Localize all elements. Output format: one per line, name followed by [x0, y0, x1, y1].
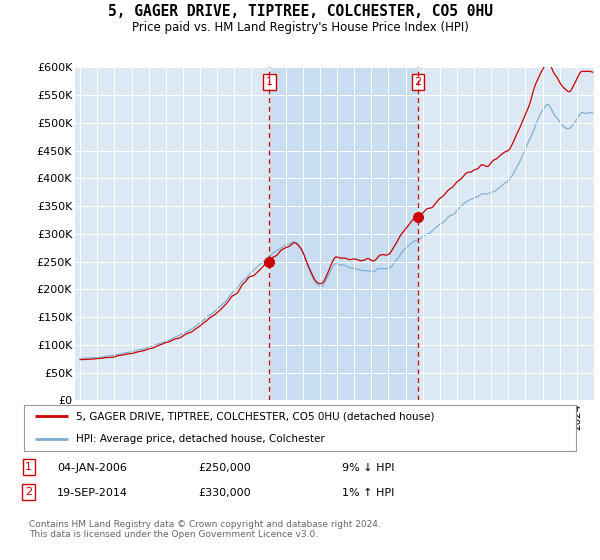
- Text: 1: 1: [266, 77, 273, 87]
- Text: HPI: Average price, detached house, Colchester: HPI: Average price, detached house, Colc…: [76, 435, 325, 444]
- Text: 9% ↓ HPI: 9% ↓ HPI: [342, 463, 395, 473]
- Bar: [269, 67, 418, 400]
- Text: £250,000: £250,000: [198, 463, 251, 473]
- Text: 5, GAGER DRIVE, TIPTREE, COLCHESTER, CO5 0HU (detached house): 5, GAGER DRIVE, TIPTREE, COLCHESTER, CO5…: [76, 412, 435, 421]
- Text: 2: 2: [25, 487, 32, 497]
- Text: 19-SEP-2014: 19-SEP-2014: [57, 488, 128, 498]
- Text: 1: 1: [25, 462, 32, 472]
- Text: 04-JAN-2006: 04-JAN-2006: [57, 463, 127, 473]
- Text: Price paid vs. HM Land Registry's House Price Index (HPI): Price paid vs. HM Land Registry's House …: [131, 21, 469, 34]
- Text: Contains HM Land Registry data © Crown copyright and database right 2024.
This d: Contains HM Land Registry data © Crown c…: [29, 520, 380, 539]
- Text: 5, GAGER DRIVE, TIPTREE, COLCHESTER, CO5 0HU: 5, GAGER DRIVE, TIPTREE, COLCHESTER, CO5…: [107, 4, 493, 20]
- Text: 2: 2: [415, 77, 421, 87]
- Text: 1% ↑ HPI: 1% ↑ HPI: [342, 488, 394, 498]
- Text: £330,000: £330,000: [198, 488, 251, 498]
